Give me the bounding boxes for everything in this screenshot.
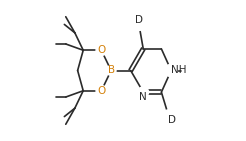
Text: NH: NH — [171, 66, 187, 75]
Text: D: D — [168, 115, 176, 125]
Circle shape — [96, 45, 107, 56]
Circle shape — [165, 64, 177, 77]
Circle shape — [106, 66, 116, 75]
Text: B: B — [108, 66, 115, 75]
Text: D: D — [135, 15, 143, 25]
Circle shape — [138, 87, 149, 97]
Circle shape — [96, 85, 107, 96]
Text: O: O — [97, 45, 106, 55]
Text: N: N — [139, 92, 147, 102]
Circle shape — [134, 20, 144, 30]
Circle shape — [163, 110, 174, 120]
Text: O: O — [97, 86, 106, 96]
